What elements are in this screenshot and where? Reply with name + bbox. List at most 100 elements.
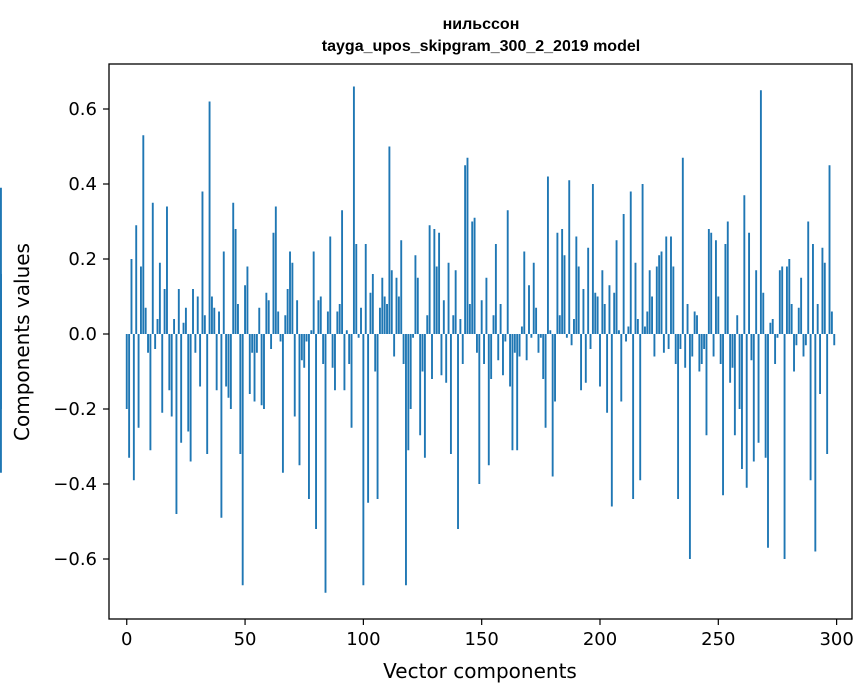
bar xyxy=(530,334,533,338)
bar xyxy=(246,266,249,334)
bar xyxy=(137,334,140,428)
bar xyxy=(466,157,469,334)
bar xyxy=(248,334,251,394)
bar xyxy=(151,202,154,334)
bar xyxy=(830,311,833,334)
bar xyxy=(826,334,829,454)
bar xyxy=(483,334,485,364)
bar xyxy=(338,304,341,334)
bar xyxy=(731,334,734,368)
bar xyxy=(374,334,377,372)
bar xyxy=(284,315,287,334)
bar xyxy=(736,315,739,334)
bar xyxy=(738,334,741,409)
bar xyxy=(239,334,242,454)
bar xyxy=(480,300,483,334)
bar xyxy=(390,270,393,334)
y-tick-label: 0.0 xyxy=(68,324,97,345)
bar xyxy=(402,334,405,364)
bar xyxy=(154,334,157,349)
bar xyxy=(679,334,682,349)
bar xyxy=(667,334,670,349)
bar xyxy=(189,334,192,462)
bar xyxy=(464,165,467,334)
bar xyxy=(0,187,2,334)
bar xyxy=(187,334,190,432)
bar xyxy=(565,334,568,338)
bar xyxy=(312,251,315,334)
bar xyxy=(142,135,145,334)
bar xyxy=(229,334,232,409)
bar xyxy=(329,236,332,334)
bar xyxy=(757,334,760,443)
bar xyxy=(132,334,135,481)
bar xyxy=(315,334,317,529)
bar xyxy=(409,334,412,409)
bar xyxy=(802,334,805,357)
bar xyxy=(267,300,270,334)
bar xyxy=(755,270,758,334)
bar xyxy=(428,225,431,334)
bar xyxy=(270,334,273,349)
bar xyxy=(452,315,455,334)
bar xyxy=(684,334,687,368)
bar xyxy=(532,262,535,334)
bar xyxy=(376,334,379,499)
bar xyxy=(494,244,497,334)
bar xyxy=(648,270,651,334)
x-tick-label: 100 xyxy=(346,629,380,650)
x-tick-label: 0 xyxy=(121,629,132,650)
bar xyxy=(199,334,202,387)
bar xyxy=(580,334,583,391)
bar xyxy=(485,277,488,334)
bar xyxy=(426,315,429,334)
bar xyxy=(781,266,784,334)
bar xyxy=(632,334,635,499)
bar xyxy=(407,334,410,451)
bar xyxy=(449,334,452,454)
bar xyxy=(724,244,727,334)
bar xyxy=(719,334,722,364)
bar xyxy=(672,266,675,334)
bar xyxy=(655,266,658,334)
bar xyxy=(476,334,478,353)
bar xyxy=(599,334,601,387)
bar xyxy=(237,304,239,334)
bar xyxy=(762,292,765,334)
bar xyxy=(809,334,812,481)
bar xyxy=(175,334,178,514)
bar xyxy=(286,289,289,334)
bar xyxy=(341,210,344,334)
chart-title: нильссон xyxy=(443,16,520,33)
bar xyxy=(405,334,407,586)
bar xyxy=(352,86,355,334)
bar xyxy=(681,157,684,334)
bar xyxy=(520,326,523,334)
x-tick-label: 250 xyxy=(701,629,735,650)
bar xyxy=(255,334,258,353)
bar xyxy=(194,334,197,353)
bar xyxy=(367,334,370,503)
bar xyxy=(551,334,554,477)
bar xyxy=(570,334,573,346)
bar xyxy=(241,334,244,586)
bar xyxy=(473,217,476,334)
bar xyxy=(594,292,597,334)
x-tick-label: 150 xyxy=(465,629,499,650)
bar xyxy=(745,334,748,488)
bar xyxy=(703,334,706,349)
bar xyxy=(140,266,142,334)
bar xyxy=(201,191,204,334)
bar xyxy=(331,334,334,368)
bar xyxy=(298,334,301,466)
x-axis: 0 50 100 150 200 250 300 xyxy=(121,619,854,650)
bar xyxy=(218,311,220,334)
y-tick-label: 0.6 xyxy=(68,99,97,120)
bar xyxy=(227,334,230,398)
bar xyxy=(208,101,211,334)
bar xyxy=(163,289,166,334)
bar xyxy=(677,334,680,499)
bar xyxy=(800,277,803,334)
bar xyxy=(203,315,206,334)
bar xyxy=(386,304,388,334)
